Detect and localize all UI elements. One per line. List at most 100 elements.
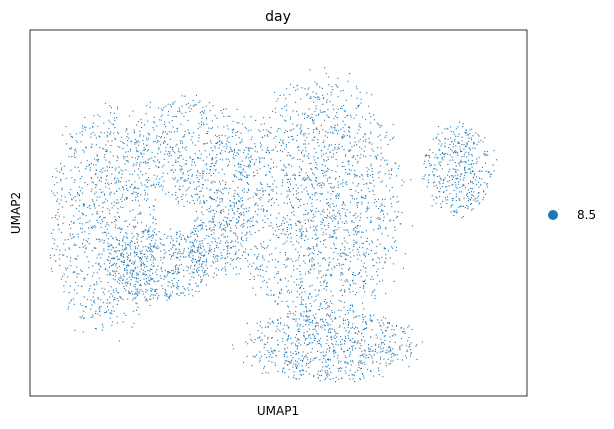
data-point <box>338 309 340 311</box>
data-point <box>264 326 266 328</box>
data-point <box>118 188 120 190</box>
data-point <box>139 165 141 167</box>
data-point <box>275 259 277 261</box>
data-point <box>234 175 236 177</box>
data-point <box>93 203 95 205</box>
data-point <box>121 229 123 231</box>
data-point <box>90 133 92 135</box>
data-point <box>77 218 79 220</box>
data-point <box>457 177 459 179</box>
data-point <box>58 203 60 205</box>
data-point <box>216 142 218 144</box>
data-point <box>140 264 142 266</box>
data-point <box>346 135 348 137</box>
data-point <box>201 114 203 116</box>
data-point <box>286 231 288 233</box>
data-point <box>322 103 324 105</box>
data-point <box>232 258 234 260</box>
data-point <box>367 202 369 204</box>
data-point <box>208 235 210 237</box>
data-point <box>214 169 216 171</box>
data-point <box>110 235 112 237</box>
data-point <box>133 285 135 287</box>
data-point <box>313 258 315 260</box>
data-point <box>318 308 320 310</box>
data-point <box>230 230 232 232</box>
data-point <box>144 194 146 196</box>
data-point <box>74 166 76 168</box>
data-point <box>289 362 291 364</box>
data-point <box>251 147 253 149</box>
data-point <box>89 169 91 171</box>
data-point <box>177 253 179 255</box>
data-point <box>53 254 55 256</box>
data-point <box>380 147 382 149</box>
data-point <box>364 197 366 199</box>
data-point <box>352 349 354 351</box>
data-point <box>265 343 267 345</box>
data-point <box>457 141 459 143</box>
data-point <box>162 142 164 144</box>
data-point <box>188 289 190 291</box>
data-point <box>323 111 325 113</box>
data-point <box>73 181 75 183</box>
data-point <box>242 169 244 171</box>
data-point <box>81 187 83 189</box>
data-point <box>292 244 294 246</box>
data-point <box>106 175 108 177</box>
data-point <box>290 354 292 356</box>
data-point <box>355 217 357 219</box>
data-point <box>198 224 200 226</box>
data-point <box>372 265 374 267</box>
data-point <box>57 223 59 225</box>
data-point <box>364 353 366 355</box>
data-point <box>235 258 237 260</box>
data-point <box>214 145 216 147</box>
data-point <box>427 155 429 157</box>
data-point <box>126 128 128 130</box>
data-point <box>85 306 87 308</box>
data-point <box>61 187 63 189</box>
data-point <box>234 190 236 192</box>
data-point <box>367 105 369 107</box>
data-point <box>462 216 464 218</box>
data-point <box>203 143 205 145</box>
data-point <box>464 207 466 209</box>
data-point <box>147 250 149 252</box>
data-point <box>215 246 217 248</box>
data-point <box>122 240 124 242</box>
data-point <box>122 186 124 188</box>
data-point <box>259 265 261 267</box>
data-point <box>343 104 345 106</box>
data-point <box>214 192 216 194</box>
data-point <box>306 311 308 313</box>
data-point <box>147 231 149 233</box>
data-point <box>244 126 246 128</box>
data-point <box>201 206 203 208</box>
data-point <box>220 240 222 242</box>
data-point <box>153 244 155 246</box>
data-point <box>123 274 125 276</box>
data-point <box>407 340 409 342</box>
data-point <box>275 235 277 237</box>
data-point <box>207 133 209 135</box>
data-point <box>359 146 361 148</box>
data-point <box>315 330 317 332</box>
data-point <box>149 247 151 249</box>
data-point <box>345 212 347 214</box>
data-point <box>130 269 132 271</box>
data-point <box>256 266 258 268</box>
data-point <box>122 279 124 281</box>
data-point <box>77 193 79 195</box>
data-point <box>309 272 311 274</box>
data-point <box>337 133 339 135</box>
data-point <box>358 362 360 364</box>
data-point <box>484 151 486 153</box>
data-point <box>454 181 456 183</box>
data-point <box>306 175 308 177</box>
data-point <box>358 104 360 106</box>
data-point <box>120 296 122 298</box>
data-point <box>223 115 225 117</box>
data-point <box>340 272 342 274</box>
data-point <box>98 205 100 207</box>
